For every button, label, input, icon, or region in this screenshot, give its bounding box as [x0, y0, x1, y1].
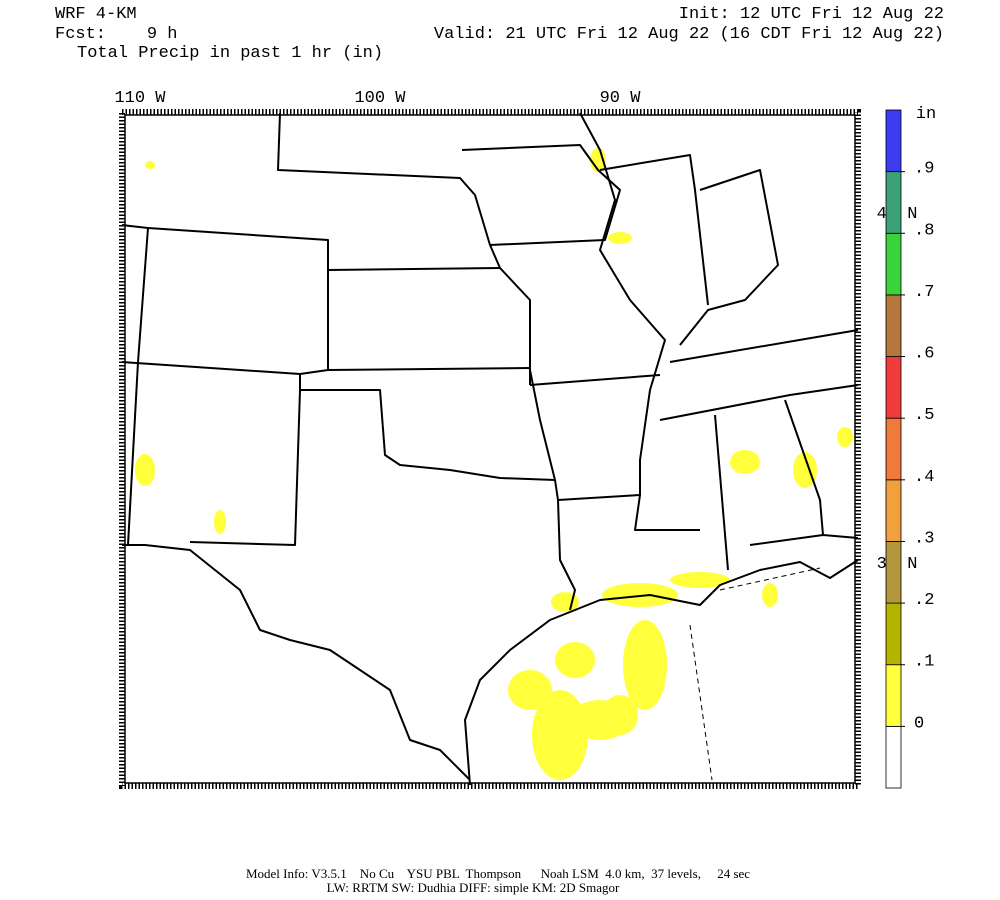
colorbar-label: .5 — [914, 406, 934, 425]
colorbar-label: .3 — [914, 529, 934, 548]
field-name: Total Precip in past 1 hr (in) — [77, 44, 383, 63]
colorbar-swatch — [885, 725, 902, 789]
state-borders — [121, 112, 859, 786]
colorbar-label: .4 — [914, 468, 934, 487]
colorbar-swatch — [885, 479, 902, 542]
colorbar-label: .9 — [914, 160, 934, 179]
colorbar-label: .6 — [914, 345, 934, 364]
colorbar-swatch — [885, 664, 902, 727]
colorbar-label: .8 — [914, 221, 934, 240]
colorbar-swatch — [885, 294, 902, 357]
valid-time: Valid: 21 UTC Fri 12 Aug 22 (16 CDT Fri … — [434, 25, 944, 44]
model-physics: LW: RRTM SW: Dudhia DIFF: simple KM: 2D … — [327, 880, 620, 895]
init-time: Init: 12 UTC Fri 12 Aug 22 — [679, 5, 944, 24]
lon-label: 90 W — [600, 89, 642, 108]
precip-areas — [135, 148, 853, 780]
lon-label: 100 W — [354, 89, 406, 108]
colorbar-swatch — [885, 541, 902, 604]
model-info: Model Info: V3.5.1 No Cu YSU PBL Thompso… — [246, 866, 750, 881]
colorbar-label: .7 — [914, 283, 934, 302]
colorbar-swatch — [885, 109, 902, 173]
colorbar-swatch — [885, 356, 902, 419]
colorbar-label: 0 — [914, 714, 924, 733]
map-frame — [124, 114, 856, 784]
colorbar-swatch — [885, 171, 902, 234]
map-frame-ticks — [119, 109, 861, 789]
colorbar-swatch — [885, 417, 902, 481]
colorbar: 0 .1 .2 .3 .4 .5 .6 .7 .8 .9 — [885, 109, 934, 789]
colorbar-swatch — [885, 602, 902, 666]
model-name: WRF 4-KM — [55, 5, 137, 24]
colorbar-unit: in — [916, 105, 936, 124]
colorbar-label: .2 — [914, 591, 934, 610]
forecast-hour: Fcst: 9 h — [55, 25, 177, 44]
colorbar-swatch — [885, 232, 902, 296]
lon-label: 110 W — [114, 89, 166, 108]
colorbar-label: .1 — [914, 653, 934, 672]
